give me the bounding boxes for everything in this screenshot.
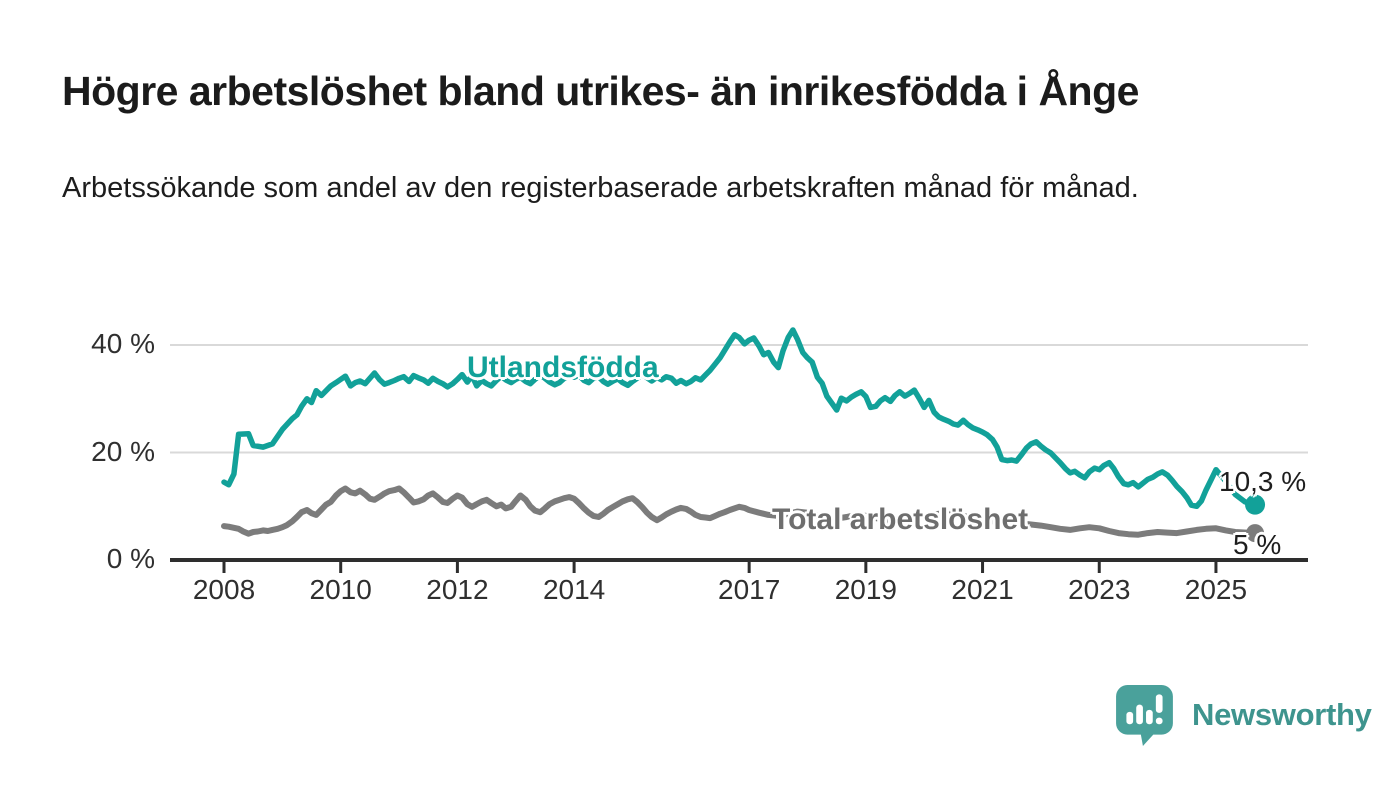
- newsworthy-branding: Newsworthy: [1112, 684, 1372, 746]
- end-dot-1: [1246, 524, 1265, 543]
- y-tick-label-40: 40 %: [91, 328, 155, 359]
- newsworthy-logo-icon: [1116, 685, 1173, 746]
- chart-subtitle: Arbetssökande som andel av den registerb…: [62, 172, 1139, 204]
- y-tick-label-20: 20 %: [91, 435, 155, 467]
- x-tick-label-2008: 2008: [192, 574, 256, 605]
- gridlines: [170, 344, 1308, 454]
- series-label-total-arbetsloshet: Total arbetslöshet: [772, 503, 1029, 536]
- newsworthy-logo-text: Newsworthy: [1192, 697, 1372, 732]
- x-tick-label-2014: 2014: [542, 574, 606, 605]
- end-value-label-total: 5 %: [1233, 529, 1282, 560]
- series-line-0: [221, 327, 1258, 510]
- end-dot-0: [1245, 494, 1266, 515]
- series-end-dots: [1245, 494, 1266, 543]
- x-tick-label-2012: 2012: [426, 574, 489, 605]
- x-tick-label-2021: 2021: [951, 574, 1014, 605]
- x-axis: [170, 558, 1308, 573]
- page-title: Högre arbetslöshet bland utrikes- än inr…: [62, 68, 1139, 114]
- series-line-1: [221, 485, 1258, 538]
- end-value-label-utlandsfodda: 10,3 %: [1219, 466, 1307, 497]
- x-tick-label-2025: 2025: [1184, 574, 1248, 605]
- x-tick-label-2019: 2019: [834, 574, 897, 605]
- series-lines: [221, 327, 1258, 538]
- x-tick-label-2010: 2010: [309, 574, 372, 605]
- x-tick-label-2023: 2023: [1068, 574, 1131, 605]
- x-tick-label-2017: 2017: [717, 574, 781, 605]
- y-tick-label-0: 0 %: [106, 543, 155, 574]
- series-label-utlandsfodda: Utlandsfödda: [467, 351, 659, 384]
